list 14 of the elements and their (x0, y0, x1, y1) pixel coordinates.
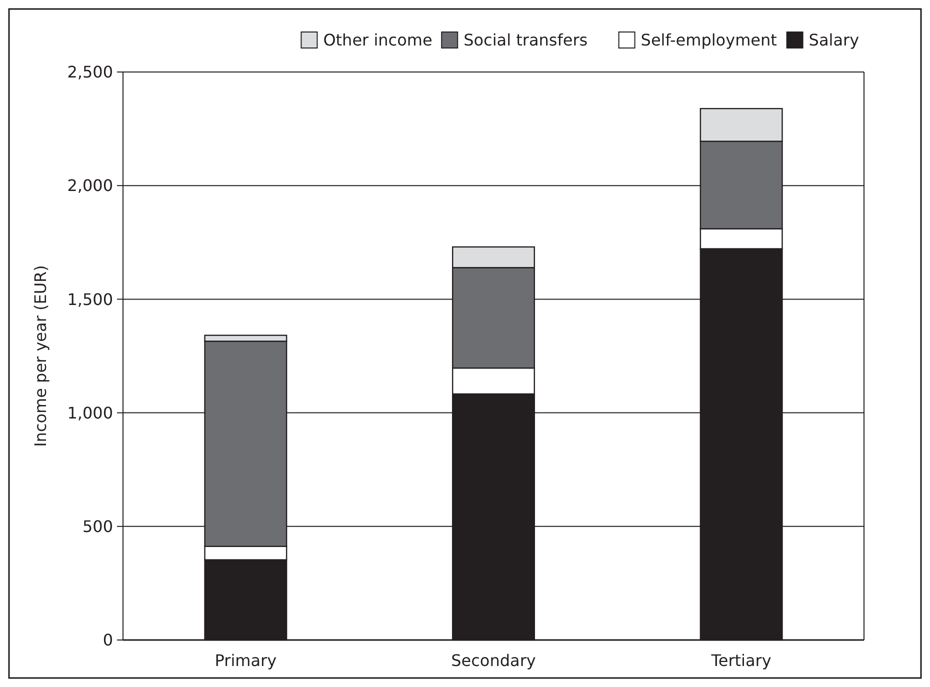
legend-label: Salary (808, 30, 860, 50)
y-tick-label: 1,000 (67, 403, 113, 422)
y-tick-label: 1,500 (67, 290, 113, 309)
y-tick-label: 0 (102, 630, 113, 650)
x-tick-label: Secondary (451, 651, 536, 670)
y-tick-label: 2,000 (67, 176, 113, 196)
legend-label: Other income (323, 30, 432, 50)
legend-label: Social transfers (464, 30, 588, 50)
y-axis-title: Income per year (EUR) (31, 265, 50, 447)
legend-label: Self-employment (640, 30, 777, 50)
x-tick-label: Tertiary (710, 651, 772, 670)
x-tick-label: Primary (214, 651, 277, 670)
y-tick-label: 500 (82, 517, 113, 536)
y-tick-label: 2,500 (67, 62, 113, 82)
